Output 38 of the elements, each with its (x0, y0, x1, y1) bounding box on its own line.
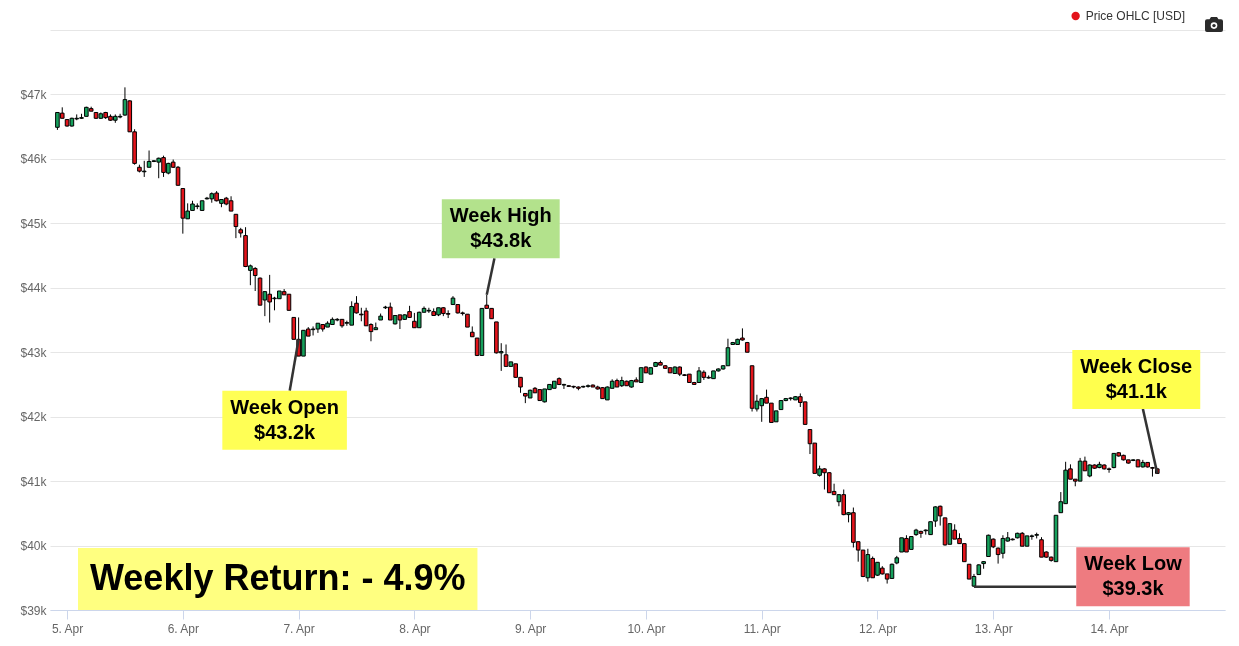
x-tick-label: 14. Apr (1090, 621, 1129, 636)
x-tick-label: 11. Apr (743, 621, 781, 636)
annotation: Week Open $43.2k (230, 395, 339, 443)
candlestick (918, 530, 924, 539)
y-tick-label: $44k (20, 281, 48, 296)
candlestick (1106, 467, 1112, 474)
y-tick-label: $47k (20, 87, 48, 102)
candlestick (233, 213, 239, 239)
candlestick (252, 266, 258, 292)
y-tick-label: $39k (20, 603, 48, 618)
candlestick (585, 383, 591, 389)
y-tick-label: $40k (20, 539, 48, 554)
candlestick (310, 325, 316, 336)
y-tick-label: $41k (20, 474, 48, 489)
candlestick (1077, 457, 1083, 482)
annotation: Week Low $39.3k (1084, 552, 1183, 600)
y-tick-label: $42k (20, 410, 48, 425)
annotation: Week High $43.8k (449, 204, 552, 252)
x-tick-label: 12. Apr (858, 621, 898, 636)
annotation: Week Close $41.1k (1080, 354, 1193, 402)
x-tick-label: 9. Apr (514, 621, 547, 636)
x-tick-label: 6. Apr (167, 621, 200, 636)
y-tick-label: $43k (20, 345, 48, 360)
candlestick (1000, 534, 1006, 559)
x-tick-label: 7. Apr (283, 621, 315, 636)
candlestick (426, 307, 432, 314)
candlestick (397, 314, 403, 330)
y-tick-label: $46k (20, 152, 48, 167)
x-tick-label: 8. Apr (399, 621, 431, 636)
legend-label: Price OHLC [USD] (1085, 9, 1186, 23)
candlestick (503, 343, 509, 367)
y-tick-label: $45k (20, 216, 48, 231)
candlestick (146, 150, 152, 168)
candlestick (865, 548, 871, 583)
x-tick-label: 13. Apr (974, 621, 1013, 636)
annotation: Weekly Return: - 4.9% (90, 557, 466, 598)
x-tick-label: 10. Apr (627, 621, 666, 636)
x-tick-label: 5. Apr (51, 621, 84, 636)
